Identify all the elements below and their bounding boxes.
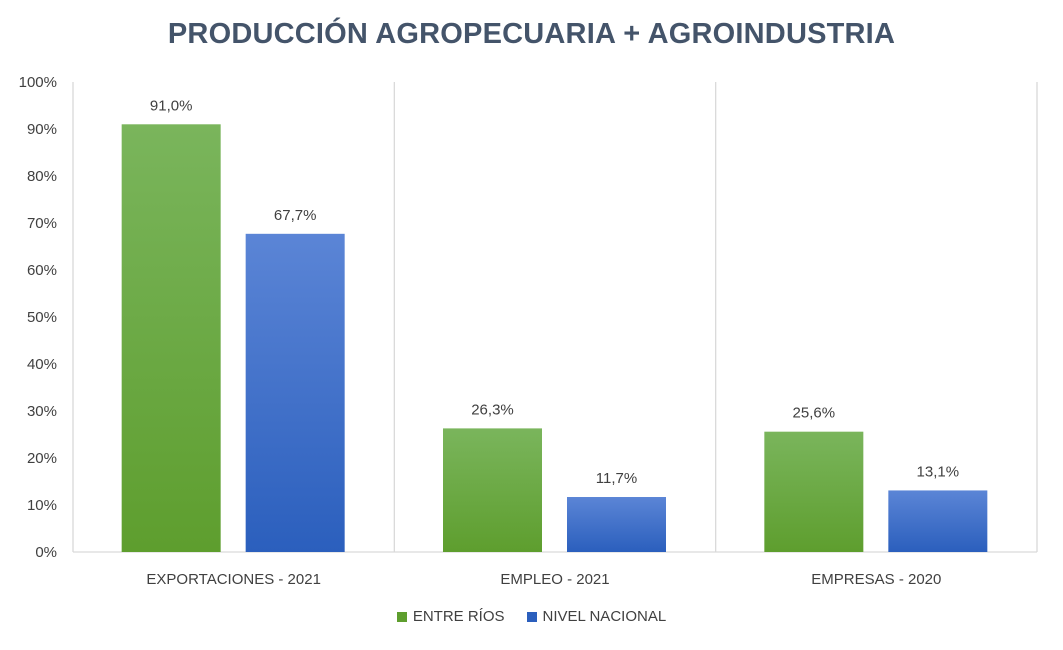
legend: ENTRE RÍOS NIVEL NACIONAL [0,608,1063,625]
y-tick-label: 80% [27,168,57,185]
bar-entre-rios [443,428,542,552]
data-label-nivel-nacional: 67,7% [274,207,317,224]
chart-title: PRODUCCIÓN AGROPECUARIA + AGROINDUSTRIA [167,18,896,50]
legend-label-nivel-nacional: NIVEL NACIONAL [542,608,667,625]
y-tick-label: 70% [27,215,57,232]
y-tick-label: 90% [27,121,57,138]
data-label-entre-rios: 26,3% [471,401,514,418]
y-tick-label: 0% [35,544,57,561]
bar-entre-rios [121,124,221,553]
bars [121,124,988,553]
y-tick-label: 30% [27,403,57,420]
x-tick-label: EMPLEO - 2021 [500,571,609,588]
bar-entre-rios [764,431,864,552]
data-label-entre-rios: 91,0% [150,97,193,114]
bar-nivel-nacional [245,233,345,552]
legend-item-nivel-nacional: NIVEL NACIONAL [526,608,667,625]
data-labels: 91,0% 67,7% 26,3% 11,7% 25,6% 13,1% [150,97,959,487]
y-tick-label: 40% [27,356,57,373]
data-label-nivel-nacional: 13,1% [917,463,960,480]
grid-layer [72,82,1038,553]
y-tick-label: 20% [27,450,57,467]
x-axis: EXPORTACIONES - 2021 EMPLEO - 2021 EMPRESA… [146,571,941,588]
y-tick-label: 60% [27,262,57,279]
bar-chart: 0% 10% 20% 30% 40% 50% 60% 70% 80% 90% 100% 91,0% 6… [19,74,1038,588]
legend-swatch-entre-rios [396,611,407,622]
data-label-entre-rios: 25,6% [793,405,836,422]
y-tick-label: 50% [27,309,57,326]
y-tick-label: 10% [27,497,57,514]
bar-nivel-nacional [888,490,988,552]
legend-item-entre-rios: ENTRE RÍOS [396,608,505,625]
legend-label-entre-rios: ENTRE RÍOS [412,608,505,625]
x-tick-label: EMPRESAS - 2020 [811,571,941,588]
bar-nivel-nacional [567,497,666,552]
data-label-nivel-nacional: 11,7% [596,470,637,487]
y-axis: 0% 10% 20% 30% 40% 50% 60% 70% 80% 90% 100% [19,74,57,561]
y-tick-label: 100% [19,74,57,91]
legend-swatch-nivel-nacional [526,611,537,622]
x-tick-label: EXPORTACIONES - 2021 [146,571,321,588]
